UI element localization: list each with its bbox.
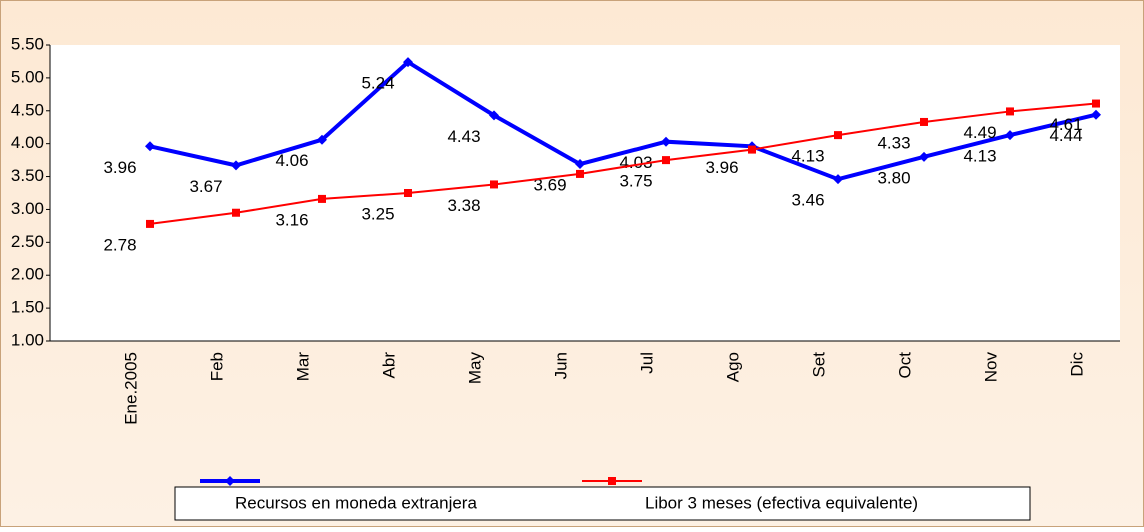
marker — [1005, 130, 1015, 141]
marker — [146, 219, 154, 228]
marker — [661, 136, 671, 147]
marker — [145, 141, 155, 152]
legend-label: Recursos en moneda extranjera — [235, 493, 477, 512]
marker — [1092, 99, 1100, 108]
marker — [1006, 107, 1014, 116]
marker — [748, 145, 756, 154]
legend-label: Libor 3 meses (efectiva equivalente) — [645, 493, 918, 512]
y-tick-label: 5.50 — [11, 34, 44, 53]
marker — [575, 159, 585, 170]
data-label: 2.78 — [103, 235, 136, 254]
y-tick-label: 4.50 — [11, 100, 44, 119]
data-label: 3.75 — [619, 172, 652, 191]
marker — [404, 189, 412, 197]
data-label: 3.25 — [361, 204, 394, 223]
data-label: 4.13 — [963, 147, 996, 166]
y-tick-label: 4.00 — [11, 133, 44, 152]
data-label: 3.38 — [447, 196, 480, 215]
x-tick-label: Jul — [637, 352, 656, 374]
x-tick-label: Jun — [551, 352, 570, 379]
x-tick-label: Oct — [895, 352, 914, 379]
data-label: 4.44 — [1049, 126, 1082, 145]
data-label: 3.46 — [791, 191, 824, 210]
marker — [576, 169, 584, 178]
data-label: 4.03 — [619, 153, 652, 172]
y-tick-label: 2.50 — [11, 232, 44, 251]
marker — [403, 57, 413, 68]
y-tick-label: 1.50 — [11, 298, 44, 317]
marker — [919, 151, 929, 162]
data-label: 3.80 — [877, 168, 910, 187]
data-label: 4.49 — [963, 123, 996, 142]
plot-area — [50, 45, 1120, 341]
marker — [318, 194, 326, 203]
data-label: 4.06 — [275, 151, 308, 170]
legend-marker — [608, 477, 616, 485]
data-label: 4.33 — [877, 133, 910, 152]
marker — [833, 174, 843, 185]
x-tick-label: Feb — [207, 352, 226, 381]
y-tick-label: 3.50 — [11, 166, 44, 185]
x-tick-label: Mar — [293, 352, 312, 382]
data-label: 3.16 — [275, 210, 308, 229]
y-tick-label: 1.00 — [11, 330, 44, 349]
marker — [490, 180, 498, 189]
x-tick-label: Dic — [1067, 352, 1086, 377]
data-label: 3.96 — [705, 158, 738, 177]
y-tick-label: 5.00 — [11, 67, 44, 86]
data-label: 4.13 — [791, 147, 824, 166]
series-line — [149, 102, 1097, 225]
marker — [662, 156, 670, 165]
x-tick-label: May — [465, 352, 484, 385]
x-tick-label: Ene.2005 — [121, 352, 140, 425]
x-tick-label: Ago — [723, 352, 742, 382]
marker — [317, 134, 327, 145]
marker — [231, 160, 241, 171]
x-tick-label: Nov — [981, 352, 1000, 383]
data-label: 5.24 — [361, 74, 394, 93]
marker — [232, 208, 240, 217]
data-label: 3.69 — [533, 176, 566, 195]
x-tick-label: Abr — [379, 352, 398, 379]
data-label: 4.43 — [447, 127, 480, 146]
marker — [489, 110, 499, 121]
series-line — [149, 59, 1097, 182]
marker — [1091, 109, 1101, 120]
data-label: 4.61 — [1049, 115, 1082, 134]
data-label: 3.67 — [189, 177, 222, 196]
legend — [174, 486, 1031, 521]
y-tick-label: 2.00 — [11, 265, 44, 284]
y-tick-label: 3.00 — [11, 199, 44, 218]
legend-marker — [225, 476, 235, 486]
x-tick-label: Set — [809, 352, 828, 378]
data-label: 3.96 — [103, 158, 136, 177]
marker — [920, 117, 928, 126]
marker — [834, 131, 842, 140]
